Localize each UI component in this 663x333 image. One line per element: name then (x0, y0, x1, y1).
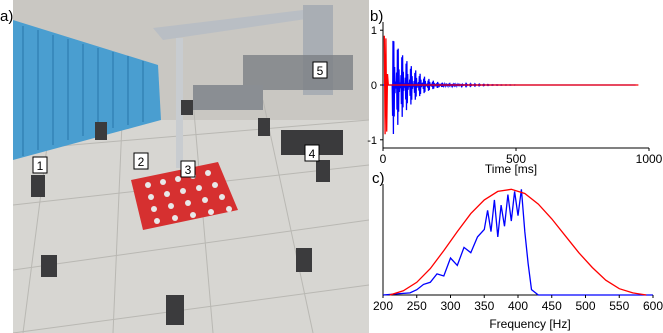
svg-text:4: 4 (309, 147, 316, 161)
marker-3: 3 (180, 160, 196, 178)
can-array (131, 162, 238, 230)
panel-label-c: c) (372, 170, 385, 187)
marker-1: 1 (32, 156, 48, 174)
x-tick-label: 450 (542, 299, 562, 313)
time-axis-label: Time [ms] (485, 162, 537, 176)
x-tick-label: 500 (575, 299, 595, 313)
frequency-series (382, 188, 653, 296)
svg-text:5: 5 (317, 64, 324, 78)
svg-text:3: 3 (185, 163, 192, 177)
time-signal-chart: 0 500 1000-101 Time [ms] (367, 22, 663, 176)
series-line-0 (382, 189, 653, 296)
panel-label-b: b) (370, 8, 384, 25)
y-tick-label: 0 (371, 80, 377, 92)
x-tick-label: 350 (474, 299, 494, 313)
series-line-1 (383, 35, 639, 135)
lab-photo: 1 2 3 4 5 (13, 0, 369, 333)
time-series (383, 35, 639, 135)
x-tick-label: 400 (508, 299, 528, 313)
x-tick-label: 550 (609, 299, 629, 313)
speakers (31, 100, 330, 325)
acoustic-foam (13, 20, 161, 160)
svg-text:2: 2 (138, 155, 145, 169)
panel-label-a: a) (0, 8, 14, 25)
x-tick-label: 1000 (636, 152, 663, 166)
frequency-axis-label: Frequency [Hz] (489, 317, 570, 331)
x-tick-label: 0 (380, 152, 387, 166)
y-tick-label: -1 (367, 135, 377, 147)
y-tick-label: 1 (371, 25, 377, 37)
x-tick-label: 300 (440, 299, 460, 313)
marker-2: 2 (133, 152, 149, 170)
frequency-spectrum-chart: 200 250 300 350 400 450 500 550 600 Frequency [H… (373, 184, 663, 331)
series-line-0 (383, 40, 636, 135)
svg-text:1: 1 (37, 159, 44, 173)
marker-4: 4 (304, 144, 320, 162)
frequency-tick-labels: 200 250 300 350 400 450 500 550 600 (373, 295, 663, 313)
x-tick-label: 600 (643, 299, 663, 313)
measurement-rig (153, 5, 353, 168)
x-tick-label: 250 (407, 299, 427, 313)
marker-5: 5 (312, 61, 328, 79)
frequency-axes (382, 184, 653, 296)
time-tick-labels: 0 500 1000-101 (367, 25, 662, 166)
series-line-1 (389, 188, 647, 296)
x-tick-label: 500 (506, 152, 526, 166)
x-tick-label: 200 (373, 299, 393, 313)
